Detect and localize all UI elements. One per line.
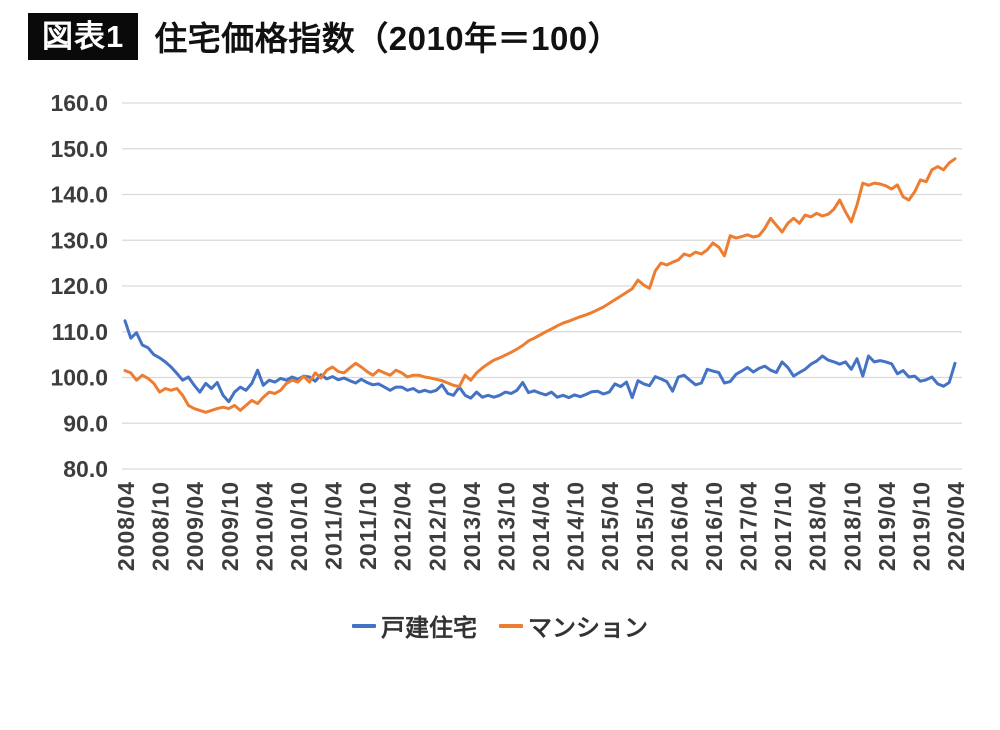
x-tick-label: 2015/04 <box>597 481 623 571</box>
y-tick-label: 80.0 <box>63 456 108 482</box>
y-tick-label: 100.0 <box>50 365 108 391</box>
x-tick-label: 2019/04 <box>874 481 900 571</box>
x-tick-label: 2016/04 <box>666 481 692 571</box>
y-tick-label: 110.0 <box>52 319 108 345</box>
x-tick-label: 2008/04 <box>113 481 139 571</box>
y-tick-label: 160.0 <box>50 90 108 116</box>
legend-item-1: マンション <box>499 608 648 643</box>
x-tick-label: 2018/10 <box>839 481 865 571</box>
x-tick-label: 2009/04 <box>182 481 208 571</box>
x-tick-label: 2014/10 <box>563 481 589 571</box>
x-tick-label: 2020/04 <box>943 481 969 571</box>
x-tick-label: 2018/04 <box>805 481 831 571</box>
x-tick-label: 2016/10 <box>701 481 727 571</box>
figure-badge: 図表1 <box>28 12 139 60</box>
x-tick-label: 2012/10 <box>424 481 450 571</box>
x-tick-label: 2017/04 <box>736 481 762 571</box>
x-tick-label: 2010/04 <box>251 481 277 571</box>
x-tick-label: 2009/10 <box>217 481 243 571</box>
legend: 戸建住宅 マンション <box>0 608 1000 643</box>
x-tick-label: 2010/10 <box>286 481 312 571</box>
x-tick-label: 2011/04 <box>321 481 347 570</box>
legend-item-0: 戸建住宅 <box>352 608 477 643</box>
series-line-1 <box>123 157 957 414</box>
y-tick-label: 120.0 <box>50 273 108 299</box>
y-tick-label: 130.0 <box>50 227 108 253</box>
y-tick-label: 90.0 <box>63 410 108 436</box>
x-tick-label: 2013/04 <box>459 481 485 571</box>
page-title: 住宅価格指数（2010年＝100） <box>154 20 622 57</box>
series-line-0 <box>123 319 957 404</box>
legend-line-swatch <box>499 623 523 628</box>
x-tick-label: 2017/10 <box>770 481 796 571</box>
x-tick-label: 2008/10 <box>148 481 174 571</box>
chart-header: 図表1 住宅価格指数（2010年＝100） <box>28 12 621 60</box>
x-tick-label: 2013/10 <box>493 481 519 571</box>
x-tick-label: 2011/10 <box>355 481 381 570</box>
x-tick-label: 2019/10 <box>908 481 934 571</box>
legend-label: 戸建住宅 <box>381 615 477 642</box>
x-tick-label: 2012/04 <box>390 481 416 571</box>
x-tick-label: 2014/04 <box>528 481 554 571</box>
x-tick-label: 2015/10 <box>632 481 658 571</box>
y-tick-label: 150.0 <box>50 136 108 162</box>
y-tick-label: 140.0 <box>50 182 108 208</box>
legend-line-swatch <box>352 623 376 628</box>
legend-label: マンション <box>528 615 648 642</box>
